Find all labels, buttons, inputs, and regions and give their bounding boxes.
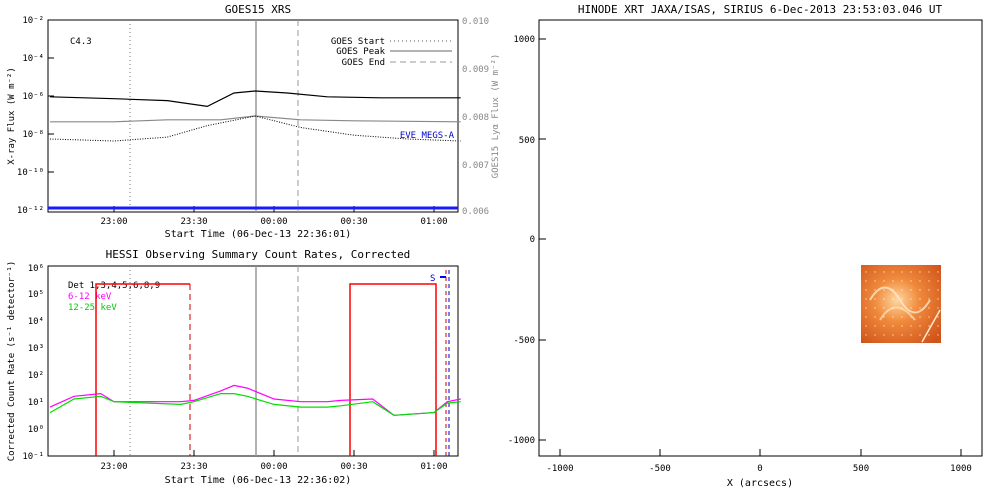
goes-ytick: 10⁻¹⁰: [17, 168, 44, 178]
hessi-x-ticks: 23:00 23:30 00:00 00:30 01:00: [100, 450, 448, 472]
goes-y2label: GOES15 Lyα Flux (W m⁻²): [491, 54, 501, 179]
hessi-ytick: 10⁶: [28, 264, 44, 274]
hessi-plot-frame: [47, 265, 459, 457]
xrt-xlabel: X (arcsecs): [727, 478, 793, 489]
xrt-ytick: -1000: [508, 436, 535, 446]
hessi-xtick: 00:00: [260, 462, 287, 472]
goes-legend: GOES Start GOES Peak GOES End: [331, 37, 452, 68]
hessi-legend-6-12: 6-12 keV: [68, 292, 112, 302]
goes-xtick: 23:30: [180, 217, 207, 227]
xrt-dot-grid: [861, 265, 941, 343]
hessi-xtick: 23:30: [180, 462, 207, 472]
xrt-xtick: -1000: [546, 464, 573, 474]
goes-ytick: 10⁻¹²: [17, 206, 44, 216]
xrt-ytick: 500: [519, 136, 535, 146]
hessi-ytick: 10⁰: [28, 425, 44, 435]
hessi-ylabel: Corrected Count Rate (s⁻¹ detector⁻¹): [7, 261, 17, 461]
goes-y2tick: 0.006: [462, 207, 489, 217]
hessi-panel: HESSI Observing Summary Count Rates, Cor…: [7, 248, 461, 486]
goes-xtick: 00:00: [260, 217, 287, 227]
hessi-ytick: 10⁵: [28, 290, 44, 300]
goes-y2-ticks: 0.010 0.009 0.008 0.007 0.006: [462, 17, 489, 217]
hessi-ytick: 10⁻¹: [22, 452, 44, 462]
xrt-panel: HINODE XRT JAXA/ISAS, SIRIUS 6-Dec-2013 …: [508, 3, 983, 489]
goes-ylabel: X-ray Flux (W m⁻²): [7, 67, 17, 165]
goes-lyman-alpha-line: [50, 115, 461, 123]
xrt-ytick: 0: [530, 235, 535, 245]
goes-series-layer: [49, 90, 461, 142]
goes-ytick: 10⁻⁴: [22, 54, 44, 64]
goes-y2tick: 0.008: [462, 113, 489, 123]
hessi-ytick: 10¹: [28, 398, 44, 408]
goes-y2tick: 0.007: [462, 161, 489, 171]
goes-ytick: 10⁻⁶: [22, 92, 44, 102]
xrt-image: [861, 265, 941, 343]
goes-ytick: 10⁻⁸: [22, 130, 44, 140]
goes-panel: GOES15 XRS 10⁻² 10⁻⁴ 10⁻⁶ 10⁻⁸ 10⁻¹⁰ 10⁻…: [7, 3, 501, 240]
hessi-legend-12-25: 12-25 keV: [68, 303, 117, 313]
hessi-ytick: 10³: [28, 344, 44, 354]
xrt-ytick: 1000: [513, 35, 535, 45]
goes-xlabel: Start Time (06-Dec-13 22:36:01): [165, 229, 352, 240]
goes-y-ticks: 10⁻² 10⁻⁴ 10⁻⁶ 10⁻⁸ 10⁻¹⁰ 10⁻¹²: [17, 16, 54, 216]
goes-ytick: 10⁻²: [22, 16, 44, 26]
goes-eve-label: EVE MEGS-A: [400, 131, 455, 141]
goes-xrs-long-line: [49, 90, 461, 108]
hessi-s-label: S: [430, 274, 435, 284]
hessi-series-12-25kev-line: [49, 393, 461, 416]
goes-y2tick: 0.010: [462, 17, 489, 27]
goes-xrs-short-line: [49, 115, 461, 142]
goes-plot-frame: [47, 19, 459, 213]
hessi-y-ticks: 10⁶ 10⁵ 10⁴ 10³ 10² 10¹ 10⁰ 10⁻¹: [22, 264, 44, 462]
xrt-xtick: 1000: [950, 464, 972, 474]
hessi-xtick: 01:00: [420, 462, 447, 472]
goes-class-annotation: C4.3: [70, 37, 92, 47]
xrt-y-ticks: 1000 500 0 -500 -1000: [508, 35, 546, 446]
xrt-xtick: -500: [649, 464, 671, 474]
xrt-x-ticks: -1000 -500 0 500 1000: [546, 449, 972, 474]
xrt-xtick: 500: [853, 464, 869, 474]
hessi-xtick: 00:30: [340, 462, 367, 472]
hessi-series-layer: [49, 384, 461, 416]
hessi-night-red-1: [95, 283, 190, 456]
xrt-xtick: 0: [757, 464, 762, 474]
goes-title: GOES15 XRS: [225, 3, 291, 16]
xrt-title: HINODE XRT JAXA/ISAS, SIRIUS 6-Dec-2013 …: [578, 3, 943, 16]
goes-xtick: 01:00: [420, 217, 447, 227]
hessi-night-red-2: [349, 283, 437, 456]
xrt-plot-frame: [538, 19, 983, 457]
hessi-ytick: 10²: [28, 371, 44, 381]
goes-legend-start: GOES Start: [331, 37, 385, 47]
hessi-legend-det: Det 1,3,4,5,6,8,9: [68, 281, 160, 291]
goes-y2tick: 0.009: [462, 65, 489, 75]
goes-legend-end: GOES End: [342, 58, 385, 68]
hessi-xlabel: Start Time (06-Dec-13 22:36:02): [165, 475, 352, 486]
hessi-title: HESSI Observing Summary Count Rates, Cor…: [106, 248, 411, 261]
goes-xtick: 23:00: [100, 217, 127, 227]
goes-legend-peak: GOES Peak: [336, 47, 385, 57]
hessi-xtick: 23:00: [100, 462, 127, 472]
hessi-ytick: 10⁴: [28, 317, 44, 327]
goes-xtick: 00:30: [340, 217, 367, 227]
xrt-ytick: -500: [513, 336, 535, 346]
hessi-legend: Det 1,3,4,5,6,8,9 6-12 keV 12-25 keV: [68, 281, 160, 313]
hessi-state-lines: S: [95, 266, 450, 456]
